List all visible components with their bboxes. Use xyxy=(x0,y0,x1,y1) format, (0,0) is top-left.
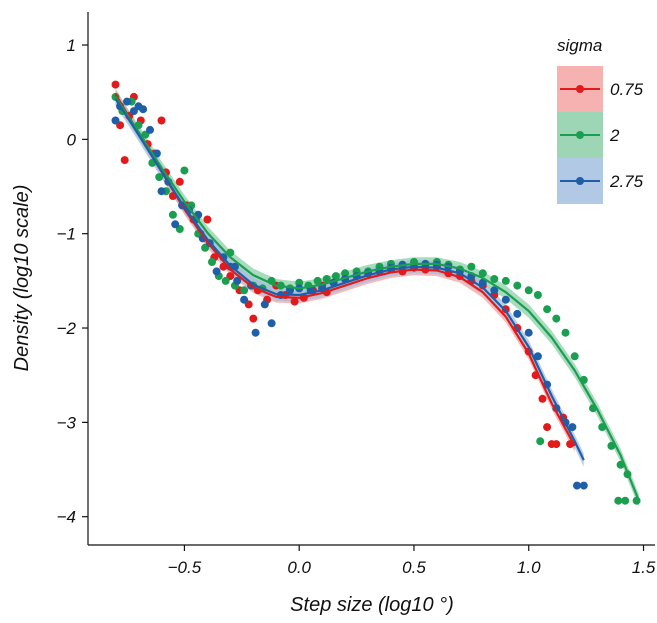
data-point-s1-6 xyxy=(155,173,164,182)
data-point-s1-41 xyxy=(478,269,487,278)
data-point-s1-28 xyxy=(331,272,340,281)
y-axis-title: Density (log10 scale) xyxy=(11,185,33,372)
data-point-s2-0 xyxy=(111,116,120,125)
data-point-s0-15 xyxy=(203,215,212,224)
data-point-s1-14 xyxy=(208,258,216,266)
data-point-s0-54 xyxy=(249,314,258,323)
legend-key-point-2 xyxy=(576,177,584,185)
fit-line-1 xyxy=(114,96,640,502)
data-point-s2-47 xyxy=(524,328,533,337)
data-point-s1-18 xyxy=(240,286,249,295)
data-point-s2-44 xyxy=(490,286,499,295)
data-point-s0-44 xyxy=(501,305,510,314)
legend-label-1: 2 xyxy=(609,126,620,145)
data-point-s1-60 xyxy=(536,437,545,446)
data-point-s2-52 xyxy=(568,423,577,432)
data-point-s2-6 xyxy=(146,125,154,134)
x-axis-title: Step size (log10 °) xyxy=(290,594,454,616)
data-point-s0-25 xyxy=(290,297,299,306)
data-point-s1-27 xyxy=(322,275,331,283)
legend: sigma 0.75 2 2.75 xyxy=(557,36,644,204)
y-tick-label-0: −4 xyxy=(57,508,76,527)
data-point-s1-16 xyxy=(221,276,230,285)
data-point-s1-40 xyxy=(467,262,476,271)
data-point-s2-10 xyxy=(171,220,180,229)
data-point-s2-16 xyxy=(212,267,221,276)
data-point-s0-51 xyxy=(552,440,561,449)
data-point-s1-10 xyxy=(180,166,189,175)
data-point-s2-20 xyxy=(240,295,249,304)
data-point-s2-53 xyxy=(573,481,581,490)
data-point-s1-44 xyxy=(513,281,522,290)
data-point-s0-2 xyxy=(120,156,129,165)
data-point-s1-50 xyxy=(570,352,579,361)
data-point-s1-54 xyxy=(607,441,616,450)
x-tick-label-3: 1.0 xyxy=(517,558,541,577)
data-point-s2-19 xyxy=(233,276,242,285)
x-tick-label-2: 0.5 xyxy=(402,558,426,577)
data-point-s0-49 xyxy=(543,423,552,432)
data-point-s1-24 xyxy=(295,278,304,287)
legend-key-point-1 xyxy=(576,131,584,139)
legend-key-point-0 xyxy=(576,85,584,93)
data-point-s1-48 xyxy=(552,314,561,323)
confidence-band-2 xyxy=(115,92,584,467)
data-point-s2-54 xyxy=(579,481,588,490)
x-tick-label-0: −0.5 xyxy=(168,558,202,577)
x-tick-label-1: 0.0 xyxy=(287,558,311,577)
data-point-s2-5 xyxy=(139,105,148,114)
data-point-s1-45 xyxy=(524,286,533,295)
data-point-s0-48 xyxy=(538,394,547,403)
y-tick-label-2: −2 xyxy=(57,319,77,338)
data-point-s2-24 xyxy=(267,319,276,328)
data-point-s2-48 xyxy=(533,352,542,361)
data-point-s1-26 xyxy=(313,276,322,285)
data-point-s1-57 xyxy=(614,496,623,505)
y-tick-label-1: −3 xyxy=(57,413,77,432)
data-point-s1-58 xyxy=(621,496,630,505)
legend-label-0: 0.75 xyxy=(610,80,644,99)
y-tick-label-5: 1 xyxy=(67,36,76,55)
legend-label-2: 2.75 xyxy=(609,172,644,191)
fit-line-2 xyxy=(114,98,585,461)
y-tick-label-3: −1 xyxy=(57,225,76,244)
x-axis-ticks: −0.5 0.0 0.5 1.0 1.5 xyxy=(168,545,656,577)
data-point-s1-29 xyxy=(341,269,350,278)
data-point-s0-8 xyxy=(157,116,166,125)
fit-lines xyxy=(114,93,640,502)
legend-entries: 0.75 2 2.75 xyxy=(557,66,644,204)
data-point-s0-11 xyxy=(175,177,184,186)
data-point-s1-8 xyxy=(168,210,177,219)
y-axis-ticks: −4 −3 −2 −1 0 1 xyxy=(57,36,88,527)
x-tick-label-4: 1.5 xyxy=(632,558,656,577)
fit-line-0 xyxy=(114,93,576,447)
data-point-s1-42 xyxy=(490,275,499,283)
data-point-s1-49 xyxy=(561,328,570,337)
legend-title: sigma xyxy=(557,36,602,55)
data-point-s1-47 xyxy=(543,305,552,314)
confidence-bands xyxy=(115,88,639,508)
data-point-s2-23 xyxy=(260,300,269,309)
data-point-s2-43 xyxy=(478,278,487,287)
data-point-s1-46 xyxy=(533,291,542,299)
data-point-s2-22 xyxy=(251,328,260,337)
data-point-s2-2 xyxy=(123,97,131,106)
y-tick-label-4: 0 xyxy=(67,130,77,149)
data-point-s2-45 xyxy=(501,295,510,304)
data-point-s1-43 xyxy=(501,276,510,285)
data-point-s2-46 xyxy=(513,309,522,318)
data-point-s2-8 xyxy=(157,187,166,196)
data-point-s0-0 xyxy=(111,80,120,89)
